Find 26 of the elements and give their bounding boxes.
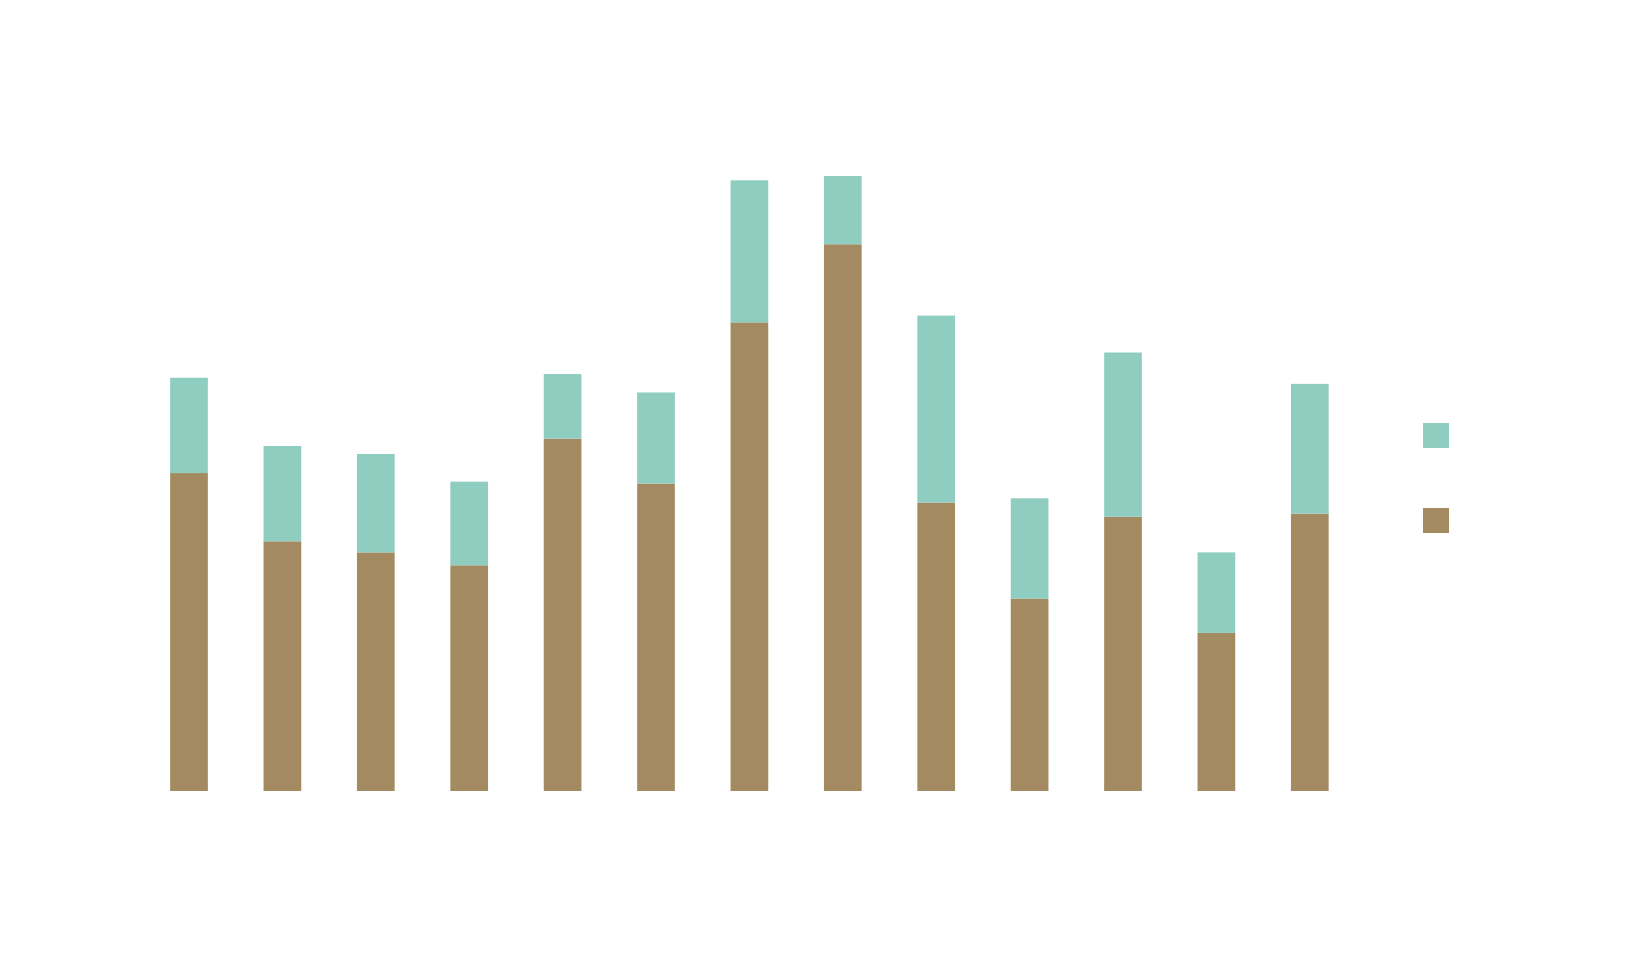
bar [637, 483, 675, 791]
bar [730, 180, 769, 323]
bar [450, 565, 489, 791]
bar [1197, 632, 1236, 791]
bar [1197, 552, 1236, 633]
bar [1290, 513, 1329, 791]
bar [263, 541, 302, 791]
bar [917, 315, 956, 503]
bar [1104, 352, 1142, 517]
bar [356, 453, 395, 553]
bar [170, 473, 208, 791]
bar [1010, 498, 1049, 599]
bar [1290, 383, 1329, 514]
bar [356, 552, 395, 791]
bar [543, 374, 582, 439]
bar [823, 176, 862, 245]
bar [450, 481, 489, 566]
bar [543, 438, 582, 791]
bar [917, 502, 956, 791]
bar [263, 445, 302, 542]
bar [170, 377, 208, 474]
bar [730, 322, 769, 791]
bar [637, 392, 675, 484]
bar [1010, 598, 1049, 791]
bar [1104, 516, 1142, 791]
bar [823, 244, 862, 791]
